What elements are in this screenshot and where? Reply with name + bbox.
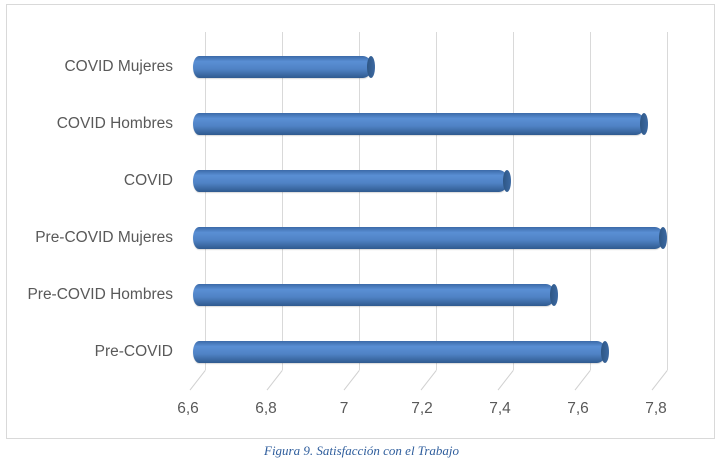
gridline — [205, 32, 206, 370]
x-tick-label: 6,6 — [177, 400, 199, 417]
category-label: COVID Mujeres — [64, 58, 173, 75]
gridline — [436, 32, 437, 370]
figure-caption: Figura 9. Satisfacción con el Trabajo — [264, 443, 459, 458]
bar — [193, 170, 511, 192]
gridline — [282, 32, 283, 370]
x-tick-label: 7 — [339, 400, 349, 417]
x-tick-label: 6,8 — [255, 400, 277, 417]
category-label: Pre-COVID — [94, 343, 173, 360]
bar — [193, 284, 558, 306]
category-label: COVID Hombres — [56, 115, 173, 132]
bar-end-cap — [639, 113, 648, 135]
x-tick-label: 7,8 — [645, 400, 667, 417]
bar — [193, 56, 375, 78]
gridline — [590, 32, 591, 370]
x-tick-label: 7,2 — [411, 400, 433, 417]
bar-end-cap — [549, 284, 558, 306]
x-tick-label: 7,6 — [567, 400, 589, 417]
category-label: Pre-COVID Mujeres — [35, 229, 173, 246]
bar-end-cap — [503, 170, 511, 192]
bar-end-cap — [659, 227, 667, 249]
gridline — [359, 32, 360, 370]
x-tick-label: 7,4 — [489, 400, 511, 417]
category-label: Pre-COVID Hombres — [27, 286, 173, 303]
bar-end-cap — [366, 56, 375, 78]
bar — [193, 341, 609, 363]
bar-end-cap — [600, 341, 609, 363]
gridline — [667, 32, 668, 370]
bar — [193, 113, 648, 135]
bar — [193, 227, 667, 249]
gridline — [513, 32, 514, 370]
category-label: COVID — [123, 172, 173, 189]
